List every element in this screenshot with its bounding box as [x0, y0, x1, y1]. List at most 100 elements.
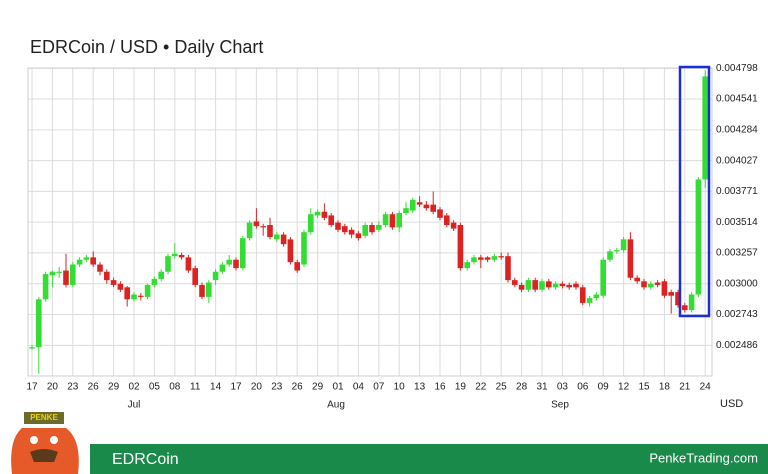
candle-body [369, 224, 375, 233]
candle-body [389, 214, 396, 228]
candle-body [192, 268, 198, 285]
candle-body [110, 280, 117, 285]
x-tick-label: 05 [149, 382, 161, 393]
x-tick-label: 20 [47, 382, 59, 393]
mustache [30, 449, 58, 462]
candle-body [144, 284, 151, 297]
candle-body [416, 202, 423, 205]
y-tick-label: 0.004284 [716, 124, 758, 135]
x-tick-label: 11 [190, 382, 201, 393]
x-tick-label: 16 [434, 382, 446, 393]
candle-body [573, 283, 579, 288]
y-tick-label: 0.004027 [716, 155, 758, 166]
candle-body [532, 280, 538, 290]
month-label: Aug [327, 400, 345, 411]
candle-body [600, 259, 606, 296]
candle-body [641, 281, 647, 288]
candle-body [308, 214, 314, 233]
y-tick-label: 0.003514 [716, 217, 758, 228]
mascot: PENKE [11, 412, 79, 474]
candle-body [219, 264, 226, 272]
candle-body [410, 199, 416, 211]
candle-body [267, 224, 273, 237]
candle-body [280, 234, 287, 245]
y-tick-label: 0.003257 [716, 248, 758, 259]
candle-body [355, 233, 362, 239]
x-tick-label: 18 [659, 382, 671, 393]
x-tick-label: 24 [700, 382, 712, 393]
x-tick-label: 12 [618, 382, 630, 393]
x-tick-label: 31 [536, 382, 548, 393]
candle-body [342, 226, 348, 233]
x-tick-label: 26 [292, 382, 304, 393]
candle-body [552, 283, 559, 288]
candle-body [661, 281, 668, 296]
candle-body [580, 287, 586, 303]
y-tick-label: 0.003000 [716, 278, 758, 289]
plot-area: 0.002486 0.002743 0.003000 0.003257 0.003514… [26, 63, 758, 411]
candle-body [301, 232, 307, 265]
candle-body [593, 294, 600, 299]
candle-body [226, 259, 232, 265]
hat [24, 412, 64, 424]
x-tick-label: 23 [271, 382, 283, 393]
candle-body [396, 213, 402, 228]
candle-body [260, 226, 266, 228]
candle-body [362, 224, 368, 236]
candle-body [56, 271, 62, 273]
candle-body [246, 222, 253, 239]
x-tick-label: 19 [455, 382, 467, 393]
candle-body [478, 257, 484, 260]
candle-body [376, 224, 382, 230]
month-label: Jul [128, 400, 141, 411]
x-tick-label: 07 [373, 382, 385, 393]
candle-body [586, 298, 593, 303]
candle-body [484, 257, 491, 260]
eye [50, 436, 58, 444]
candle-body [648, 283, 654, 288]
candle-body [457, 224, 464, 269]
candle-body [185, 257, 192, 271]
candle-body [505, 256, 511, 281]
x-tick-label: 28 [516, 382, 528, 393]
x-tick-label: 17 [26, 382, 38, 393]
month-label: Sep [551, 400, 569, 411]
x-tick-label: 25 [496, 382, 508, 393]
candle-body [566, 284, 572, 288]
candle-body [675, 292, 681, 306]
x-tick-label: 21 [679, 382, 691, 393]
x-tick-label: 10 [394, 382, 406, 393]
x-tick-label: 02 [128, 382, 140, 393]
x-tick-label: 08 [169, 382, 181, 393]
x-tick-label: 09 [598, 382, 610, 393]
x-tick-label: 17 [230, 382, 242, 393]
candle-body [682, 305, 688, 311]
x-tick-label: 26 [88, 382, 100, 393]
y-tick-label: 0.002743 [716, 309, 758, 320]
candle-body [464, 262, 470, 269]
x-tick-label: 03 [557, 382, 569, 393]
currency-label: USD [720, 398, 743, 410]
x-tick-label: 20 [251, 382, 263, 393]
candle-body [328, 215, 334, 225]
plot-border [27, 67, 713, 377]
chart-title: EDRCoin / USD • Daily Chart [30, 37, 263, 57]
candle-body [695, 179, 702, 295]
candle-body [274, 234, 280, 240]
candle-body [654, 282, 661, 285]
candle-body [138, 295, 144, 297]
candle-body [627, 239, 634, 278]
candle-body [607, 251, 613, 260]
candle-body [287, 239, 294, 263]
candle-body [97, 264, 103, 272]
candle-body [294, 262, 300, 271]
candle-body [36, 299, 42, 348]
y-tick-label: 0.004541 [716, 94, 758, 105]
candle-body [124, 287, 130, 300]
candle-body [668, 292, 674, 296]
candle-body [172, 253, 178, 257]
candle-body [702, 76, 708, 180]
x-tick-label: 04 [353, 382, 365, 393]
